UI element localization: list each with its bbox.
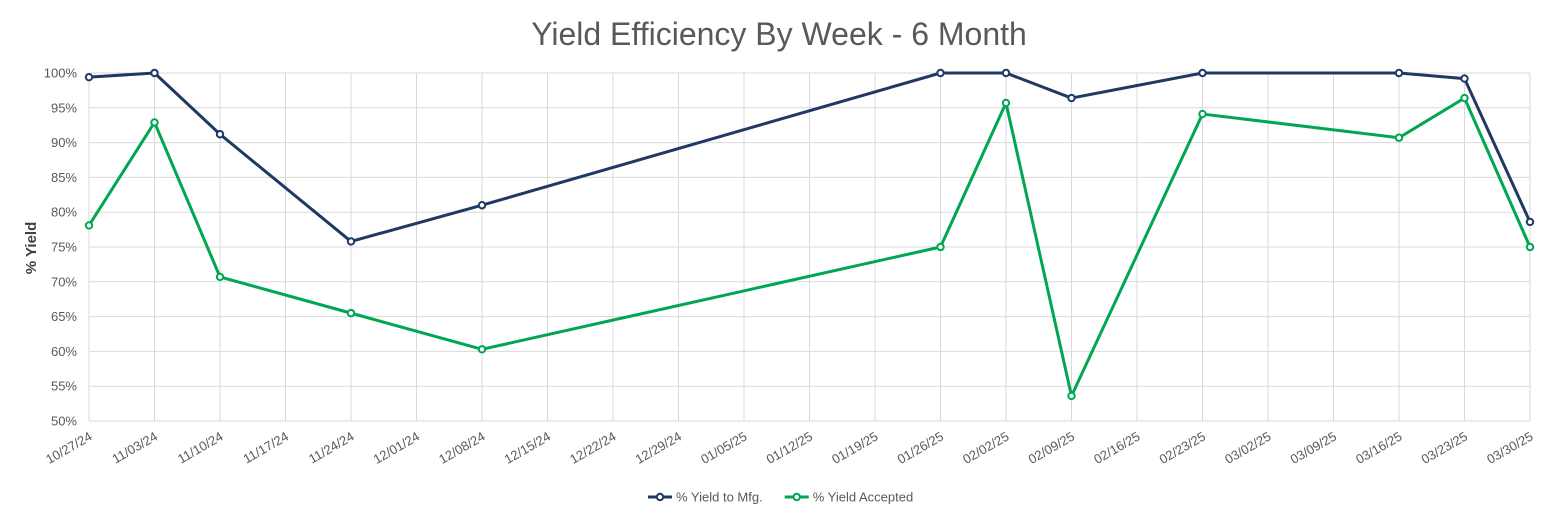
x-tick-label: 12/22/24 <box>567 429 618 467</box>
y-tick-label: 90% <box>51 135 77 150</box>
y-tick-label: 65% <box>51 309 77 324</box>
series-line <box>87 96 1532 398</box>
legend-marker <box>655 492 665 502</box>
x-tick-label: 01/12/25 <box>764 429 815 467</box>
data-point <box>84 221 94 230</box>
legend-item-1: % Yield to Mfg. <box>648 490 763 505</box>
data-point <box>1460 93 1469 103</box>
y-tick-label: 95% <box>51 100 77 115</box>
y-axis-ticks: 50% 55% 60% 65% 70% 75% 80% 85% 90% 95% 100% <box>44 66 78 429</box>
data-point <box>1067 93 1076 103</box>
grid <box>88 72 1531 422</box>
data-point <box>1460 74 1469 83</box>
data-point <box>936 68 945 78</box>
data-point <box>1001 68 1011 78</box>
y-tick-label: 100% <box>44 66 78 81</box>
data-point <box>346 308 356 318</box>
series-line <box>88 71 1532 243</box>
x-tick-label: 01/19/25 <box>829 429 880 467</box>
data-point <box>1198 109 1207 119</box>
data-point <box>215 130 225 139</box>
x-tick-label: 11/03/24 <box>110 429 160 467</box>
legend-marker <box>792 492 801 502</box>
legend-label: % Yield to Mfg. <box>676 490 763 505</box>
data-point <box>1525 217 1535 227</box>
y-tick-label: 85% <box>51 170 77 185</box>
y-tick-label: 60% <box>51 344 77 359</box>
y-axis-label: % Yield <box>23 222 40 275</box>
series-2 <box>84 93 1535 401</box>
x-tick-label: 11/10/24 <box>175 429 225 467</box>
data-point <box>1001 98 1011 108</box>
x-tick-label: 11/17/24 <box>241 429 291 467</box>
data-point <box>84 72 94 82</box>
chart-title: Yield Efficiency By Week - 6 Month <box>531 16 1027 52</box>
series-1 <box>84 68 1535 246</box>
x-tick-label: 03/16/25 <box>1353 429 1404 467</box>
data-point <box>150 68 159 78</box>
x-tick-label: 02/16/25 <box>1091 429 1142 467</box>
x-tick-label: 12/01/24 <box>371 429 422 467</box>
data-point <box>150 118 159 127</box>
x-tick-label: 01/05/25 <box>698 429 749 467</box>
x-tick-label: 12/29/24 <box>633 429 684 467</box>
data-point <box>215 272 225 282</box>
data-point <box>1198 68 1207 78</box>
data-point <box>936 242 945 252</box>
data-point <box>346 237 356 246</box>
data-point <box>477 201 487 210</box>
x-tick-label: 10/27/24 <box>43 429 94 467</box>
data-point <box>1394 68 1404 78</box>
x-tick-label: 02/09/25 <box>1026 429 1077 467</box>
x-tick-label: 02/23/25 <box>1157 429 1208 467</box>
legend-label: % Yield Accepted <box>813 490 913 505</box>
y-tick-label: 55% <box>51 379 77 394</box>
series <box>84 68 1535 401</box>
data-point <box>1067 391 1076 401</box>
x-tick-label: 03/09/25 <box>1288 429 1339 467</box>
y-tick-label: 50% <box>51 414 77 429</box>
x-tick-label: 11/24/24 <box>306 429 356 467</box>
y-tick-label: 75% <box>51 240 77 255</box>
legend: % Yield to Mfg. % Yield Accepted <box>648 490 913 505</box>
x-axis-ticks: 10/27/24 11/03/24 11/10/24 11/17/24 11/24/24… <box>43 429 1535 467</box>
x-tick-label: 12/15/24 <box>502 429 553 467</box>
legend-item-2: % Yield Accepted <box>784 490 913 505</box>
data-point <box>1394 133 1404 142</box>
y-tick-label: 70% <box>51 274 77 289</box>
x-tick-label: 03/23/25 <box>1419 429 1470 467</box>
x-tick-label: 12/08/24 <box>436 429 487 467</box>
x-tick-label: 03/30/25 <box>1484 429 1535 467</box>
x-tick-label: 01/26/25 <box>895 429 946 467</box>
x-tick-label: 02/02/25 <box>960 429 1011 467</box>
y-tick-label: 80% <box>51 205 77 220</box>
data-point <box>477 345 487 354</box>
x-tick-label: 03/02/25 <box>1222 429 1273 467</box>
data-point <box>1525 242 1535 252</box>
